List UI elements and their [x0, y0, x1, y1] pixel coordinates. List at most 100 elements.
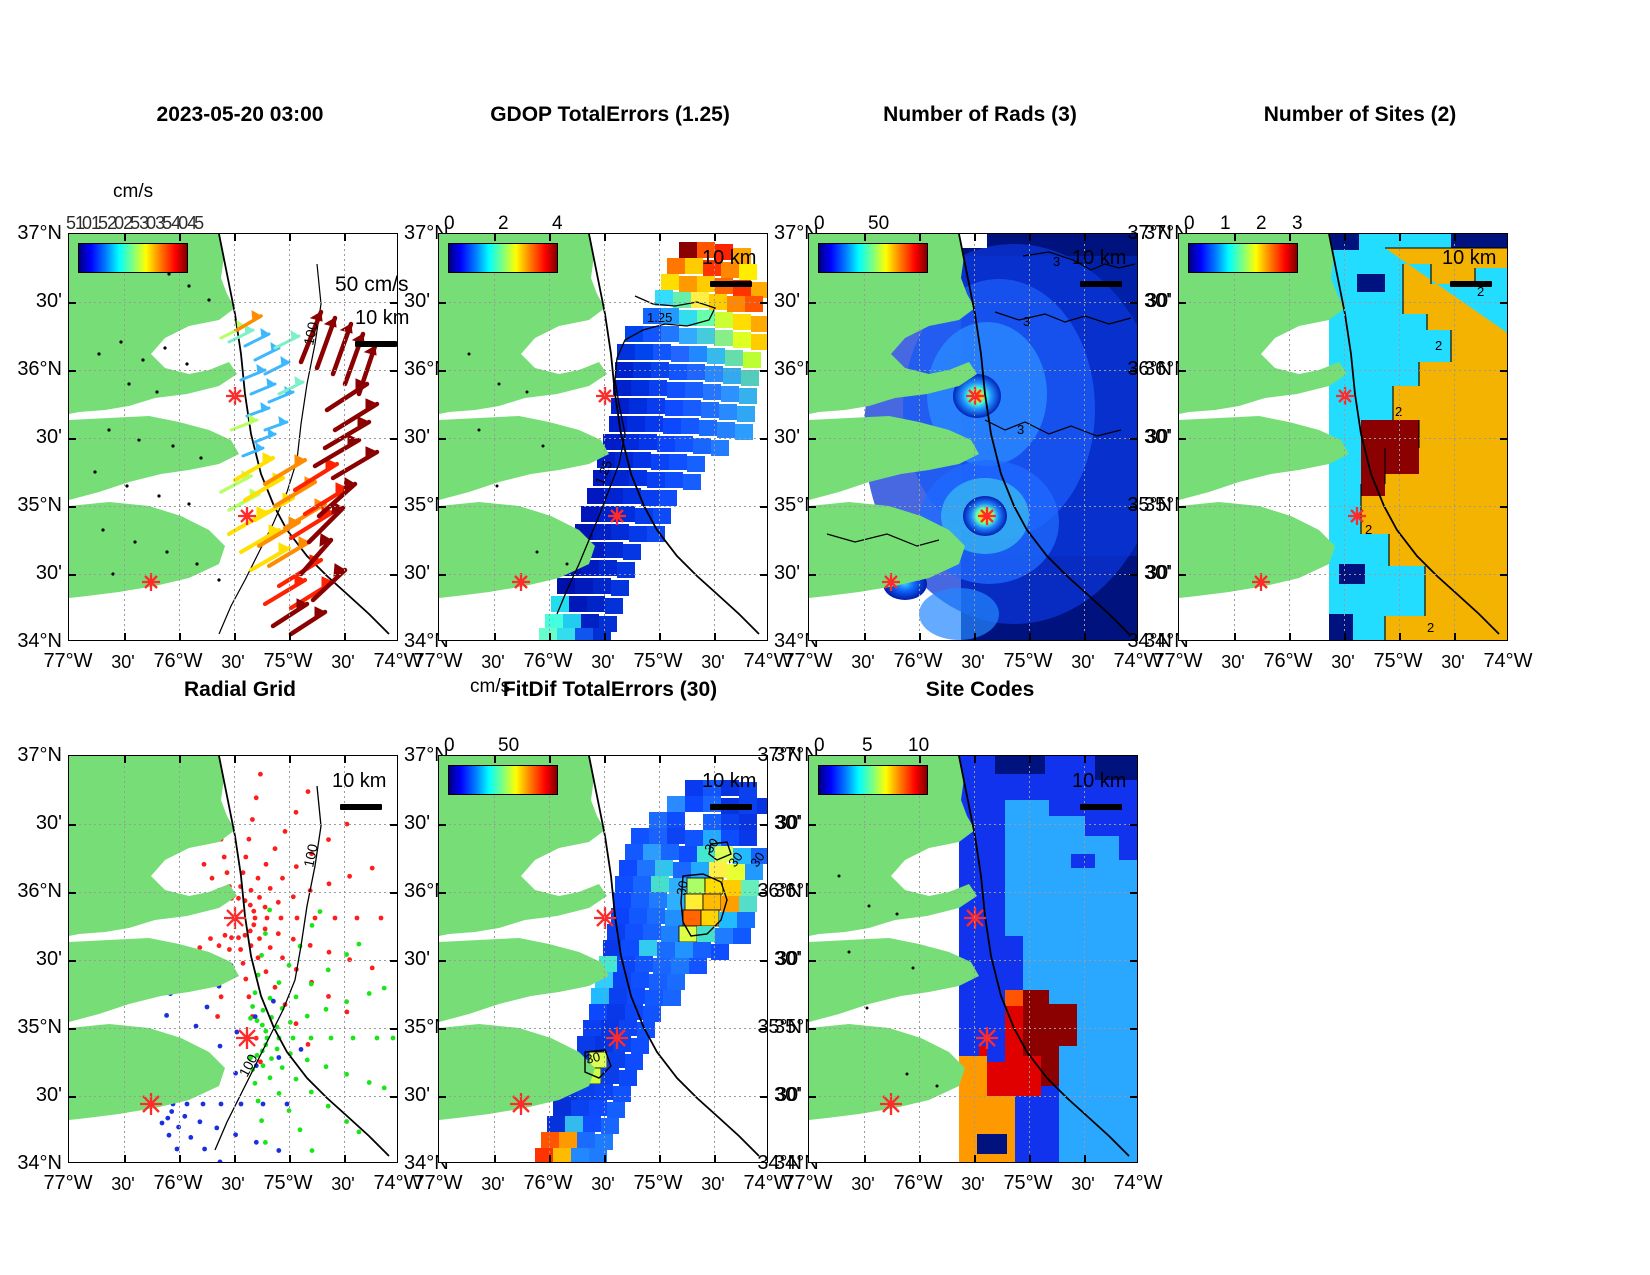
colorbar-unit-fitdif: cm/s [470, 676, 511, 697]
ytick-label: 30' [35, 1084, 62, 1106]
ytick-label-right: 34°N [1144, 630, 1189, 652]
ytick-label: 35°N [757, 1016, 802, 1038]
ytick-label: 30' [35, 290, 62, 312]
ytick-label: 34°N [1127, 630, 1172, 652]
panel-title-totals: 2023-05-20 03:00 [156, 103, 324, 126]
scalebar-line-numsites [1450, 281, 1492, 287]
map-axes-totals[interactable]: 100 [68, 233, 398, 641]
panel-title-numrads: Number of Rads (3) [883, 103, 1077, 126]
map-canvas-numrads: 3 3 3 [809, 234, 1137, 640]
map-axes-numsites[interactable]: 2 2 2 2 2 [1178, 233, 1508, 641]
svg-text:2: 2 [1365, 522, 1372, 537]
ytick-label-right: 35°N [774, 494, 819, 516]
ytick-label-right: 30' [404, 290, 431, 312]
xtick-label: 74°W [373, 1172, 423, 1194]
xtick-label: 30' [1331, 652, 1355, 672]
colorbar-tick: 0 [1184, 213, 1195, 234]
gridline-h [69, 574, 397, 575]
xtick-label: 77°W [43, 1172, 93, 1194]
ytick-label-right: 37°N [774, 744, 819, 766]
radial-dots-green [248, 907, 396, 1153]
xtick-label: 30' [591, 1174, 615, 1194]
ytick-label-right: 30' [404, 1084, 431, 1106]
colorbar-ticklabels-totals: 5 10 15 20 25 30 35 40 45 [66, 213, 204, 233]
xtick-label: 30' [221, 652, 245, 672]
gridline-v [234, 234, 235, 640]
panel-radialgrid: Radial Grid [0, 660, 448, 1193]
map-axes-fitdif[interactable]: 30 30 30 30 30 [438, 755, 768, 1163]
map-axes-radialgrid[interactable]: 100 100 [68, 755, 398, 1163]
panel-title-radialgrid: Radial Grid [183, 678, 297, 701]
panel-fitdif: FitDif TotalErrors (30) cm/s [370, 660, 818, 1193]
map-axes-gdop[interactable]: 1.25 1.25 [438, 233, 768, 641]
ytick-label: 37°N [1127, 222, 1172, 244]
colorbar-tick: 50 [498, 735, 520, 756]
xtick-label: 76°W [523, 650, 573, 672]
vector-reference-label: 50 cm/s [335, 273, 409, 296]
scalebar-label-fitdif: 10 km [702, 770, 757, 792]
ytick-label-right: 37°N [404, 222, 449, 244]
xtick-label: 75°W [263, 650, 313, 672]
map-axes-sitecodes[interactable] [808, 755, 1138, 1163]
panel-title-gdop: GDOP TotalErrors (1.25) [490, 103, 730, 126]
svg-text:100: 100 [300, 320, 321, 346]
ytick-label: 30' [775, 948, 802, 970]
ytick-label-right: 36°N [404, 358, 449, 380]
xtick-label: 77°W [783, 1172, 833, 1194]
colorbar-tick: 50 [868, 213, 890, 234]
panel-gdop: GDOP TotalErrors (1.25) [370, 95, 818, 671]
xtick-label: 30' [111, 652, 135, 672]
ytick-label-right: 34°N [404, 1152, 449, 1174]
ytick-label: 34°N [757, 1152, 802, 1174]
xtick-label: 76°W [1263, 650, 1313, 672]
xtick-label: 75°W [1373, 650, 1423, 672]
scalebar-label-numrads: 10 km [1072, 247, 1127, 269]
ytick-label-right: 30' [774, 426, 801, 448]
svg-text:3: 3 [1017, 422, 1024, 437]
colorbar-unit-totals: cm/s [113, 181, 154, 202]
map-axes-numrads[interactable]: 3 3 3 [808, 233, 1138, 641]
xtick-label: 74°W [1113, 1172, 1163, 1194]
xtick-label: 77°W [783, 650, 833, 672]
ytick-label-right: 35°N [1144, 494, 1189, 516]
xtick-label: 76°W [893, 1172, 943, 1194]
scalebar-line-gdop [710, 281, 752, 287]
svg-text:30: 30 [747, 849, 768, 869]
colorbar-tick: 2 [1256, 213, 1267, 234]
gridline-v [289, 234, 290, 640]
ytick-label-right: 34°N [774, 1152, 819, 1174]
ytick-label-right: 30' [774, 948, 801, 970]
colorbar-numsites [1188, 243, 1298, 273]
map-canvas-numsites: 2 2 2 2 2 [1179, 234, 1507, 640]
panel-numsites: Number of Sites (2) [1110, 95, 1570, 671]
xtick-label: 74°W [1483, 650, 1533, 672]
scalebar-label-numsites: 10 km [1442, 247, 1497, 269]
colorbar-tick: 0 [444, 213, 455, 234]
ytick-label: 37°N [17, 222, 62, 244]
xtick-label: 74°W [373, 650, 423, 672]
radial-dots-red [197, 771, 384, 1065]
panel-sitecodes: Site Codes [740, 660, 1180, 1193]
xtick-label: 77°W [43, 650, 93, 672]
ytick-label-right: 36°N [774, 358, 819, 380]
xtick-label: 30' [851, 652, 875, 672]
ytick-label: 36°N [1127, 358, 1172, 380]
gridline-h [69, 506, 397, 507]
gridline-v [124, 234, 125, 640]
xtick-label: 76°W [153, 1172, 203, 1194]
scalebar-label-gdop: 10 km [702, 247, 757, 269]
ytick-label: 35°N [17, 494, 62, 516]
gridline-h [69, 302, 397, 303]
svg-text:2: 2 [1395, 404, 1402, 419]
ytick-label-right: 34°N [774, 630, 819, 652]
xtick-label: 30' [1071, 1174, 1095, 1194]
xtick-label: 75°W [633, 650, 683, 672]
scalebar-label-sitecodes: 10 km [1072, 770, 1127, 792]
xtick-label: 30' [111, 1174, 135, 1194]
xtick-label: 30' [1071, 652, 1095, 672]
ytick-label-right: 30' [774, 562, 801, 584]
gridline-h [69, 438, 397, 439]
xtick-label: 30' [481, 652, 505, 672]
map-canvas-gdop: 1.25 1.25 [439, 234, 767, 640]
